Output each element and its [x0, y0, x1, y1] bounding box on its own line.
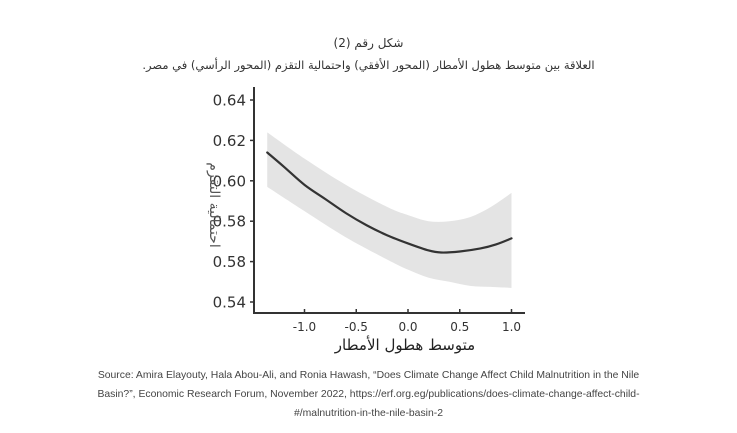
fitted-line: [266, 151, 513, 254]
y-tick-label: 0.64: [213, 92, 246, 110]
x-tick-label: 1.0: [502, 320, 521, 334]
x-ticks: -1.0 -0.5 0.0 0.5 1.0: [293, 309, 521, 334]
figure-title: العلاقة بين متوسط هطول الأمطار (المحور ا…: [142, 58, 595, 72]
y-axis-label: احتمالية التقزم: [206, 162, 222, 247]
x-tick-label: 0.0: [398, 320, 417, 334]
y-tick-label: 0.60: [213, 172, 246, 190]
x-tick-label: -0.5: [345, 320, 368, 334]
source-citation: Source: Amira Elayouty, Hala Abou-Ali, a…: [70, 366, 667, 423]
confidence-band: [267, 132, 512, 288]
source-line-3: #/malnutrition-in-the-nile-basin-2: [293, 408, 443, 419]
source-line-2: Basin?”, Economic Research Forum, Novemb…: [97, 389, 640, 400]
y-tick-label: 0.58: [213, 213, 246, 231]
y-ticks: 0.64 0.62 0.60 0.58 0.58 0.54: [213, 92, 254, 312]
x-tick-label: 0.5: [450, 320, 469, 334]
y-tick-label: 0.58: [213, 253, 246, 271]
figure-number: شكل رقم (2): [333, 36, 404, 50]
y-tick-label: 0.54: [213, 294, 246, 312]
x-axis-label: متوسط هطول الأمطار: [334, 335, 475, 354]
x-tick-label: -1.0: [293, 320, 316, 334]
source-line-1: Source: Amira Elayouty, Hala Abou-Ali, a…: [97, 370, 640, 381]
y-tick-label: 0.62: [213, 132, 246, 150]
